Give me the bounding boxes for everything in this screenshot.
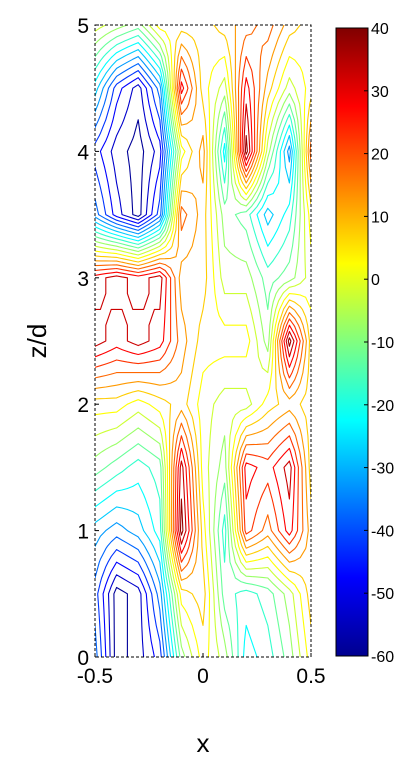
contour-level-line <box>95 25 311 572</box>
x-axis: -0.5 0 0.5 <box>77 653 326 688</box>
plot-area <box>94 24 312 658</box>
colorbar-tick-label: -40 <box>371 523 394 540</box>
x-axis-label: x <box>197 728 210 758</box>
y-tick-label: 2 <box>77 394 89 417</box>
y-tick-label: 5 <box>77 15 89 38</box>
contour-level-line <box>95 56 301 563</box>
colorbar: 40 30 20 10 0 -10 -20 -30 -40 -50 -60 <box>335 21 394 666</box>
contour-level-line <box>95 34 297 657</box>
contour-level-line <box>95 25 311 581</box>
contour-level-line <box>99 77 162 657</box>
x-tick-label: 0 <box>197 665 209 688</box>
x-tick-label: 0.5 <box>296 665 325 688</box>
y-tick-label: 1 <box>77 521 89 544</box>
contour-level-line <box>95 56 291 657</box>
y-tick-label: 0 <box>77 647 89 670</box>
contour-level-line <box>113 119 145 657</box>
colorbar-tick-label: 10 <box>371 209 389 226</box>
colorbar-tick-label: -20 <box>371 398 394 415</box>
colorbar-gradient <box>335 27 369 657</box>
contour-level-line <box>95 42 295 657</box>
colorbar-tick-label: -10 <box>371 335 394 352</box>
contour-level-line <box>95 25 311 657</box>
y-axis: 0 1 2 3 4 5 <box>77 15 99 670</box>
colorbar-tick-label: 0 <box>371 272 380 289</box>
contour-level-line <box>95 25 307 657</box>
contour-level-line <box>179 135 292 536</box>
contour-level-line <box>95 103 295 545</box>
contour-level-line <box>95 25 301 657</box>
x-tick-label: -0.5 <box>77 665 113 688</box>
colorbar-tick-label: -30 <box>371 461 394 478</box>
colorbar-tick-label: 40 <box>371 21 389 38</box>
contour-level-line <box>95 77 298 554</box>
colorbar-ticks: 40 30 20 10 0 -10 -20 -30 -40 -50 -60 <box>364 21 394 666</box>
y-axis-label: z/d <box>22 324 52 359</box>
y-tick-label: 3 <box>77 268 89 291</box>
contour-level-line <box>95 63 166 657</box>
contour-lines <box>95 25 311 657</box>
contour-level-line <box>95 70 164 657</box>
contour-level-line <box>107 84 155 657</box>
colorbar-tick-label: 20 <box>371 147 389 164</box>
contour-level-line <box>95 27 299 657</box>
colorbar-tick-label: 30 <box>371 84 389 101</box>
colorbar-tick-label: -50 <box>371 586 394 603</box>
y-tick-label: 4 <box>77 141 89 164</box>
colorbar-tick-label: -60 <box>371 649 394 666</box>
contour-level-line <box>95 49 293 657</box>
